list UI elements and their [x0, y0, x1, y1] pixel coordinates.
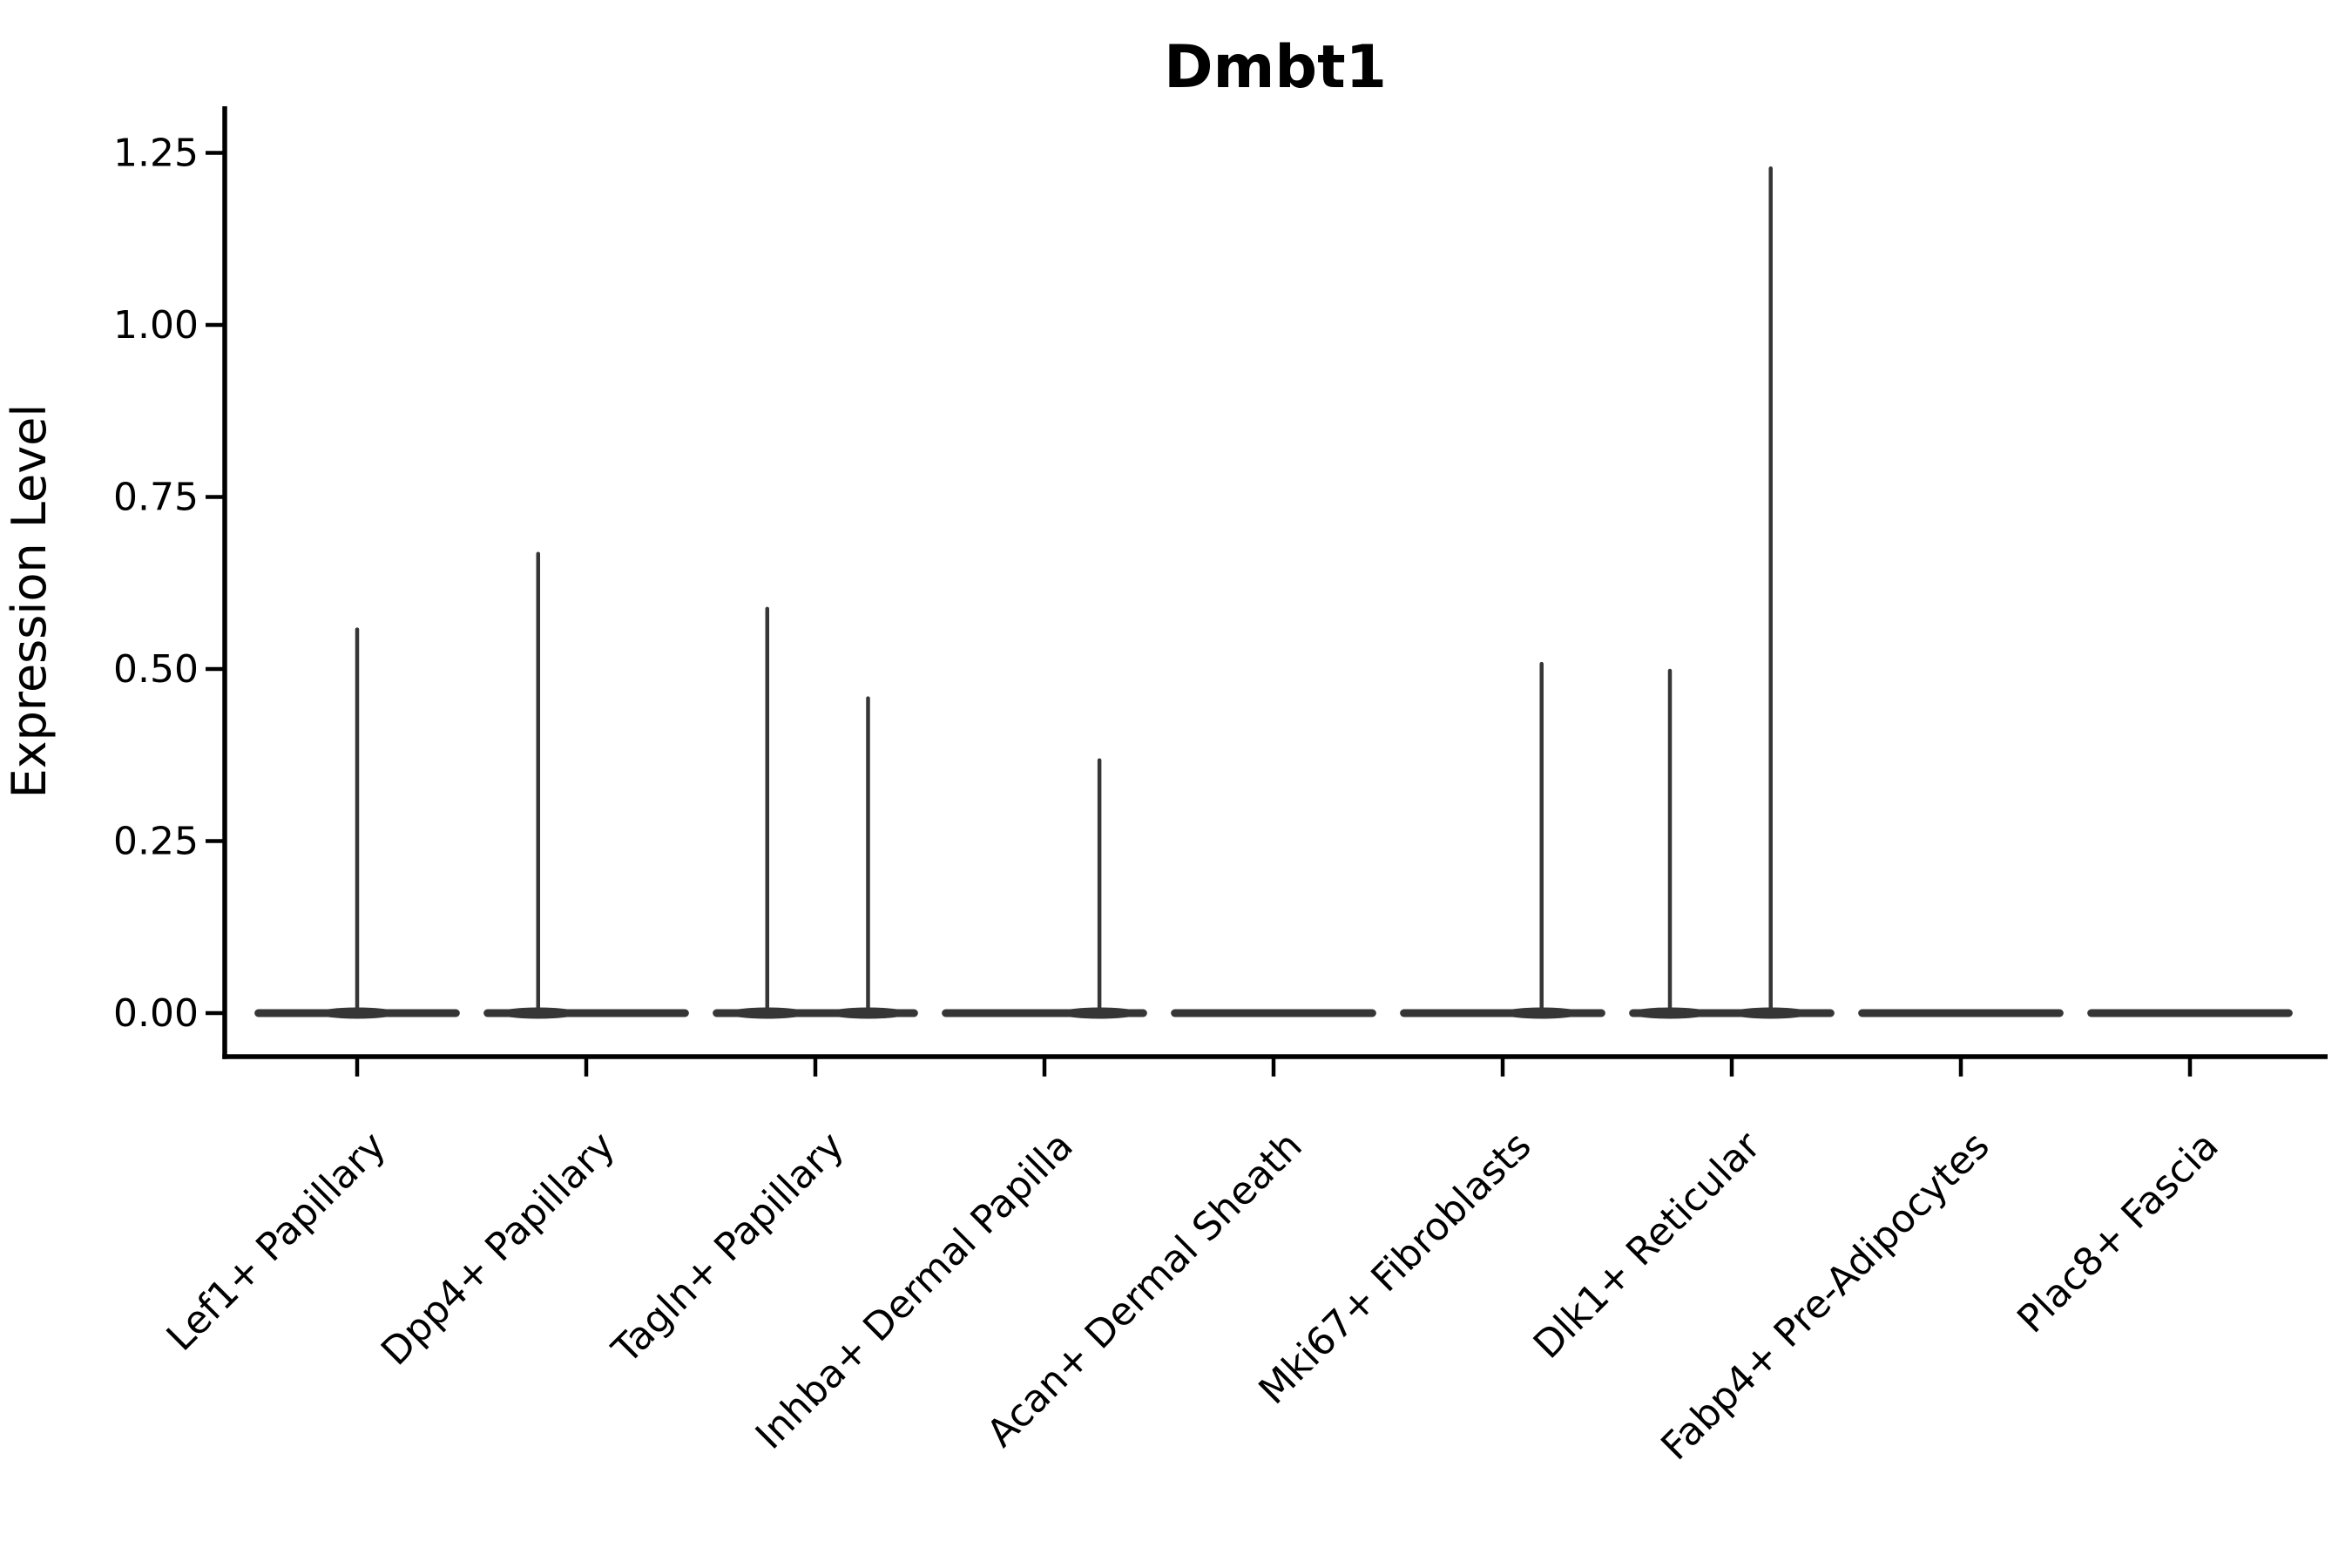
x-tick-label: Plac8+ Fascia	[2009, 1124, 2227, 1342]
x-tick-label: Tagln+ Papillary	[604, 1124, 853, 1373]
y-tick-label: 1.00	[113, 303, 199, 348]
y-axis-label: Expression Level	[2, 404, 57, 799]
violin	[1629, 166, 1835, 1019]
y-tick-label: 0.25	[113, 820, 199, 864]
violin	[483, 551, 689, 1019]
y-tick-label: 0.50	[113, 647, 199, 692]
violin	[713, 606, 918, 1019]
violins	[254, 166, 2293, 1019]
violin	[942, 758, 1147, 1019]
violin	[254, 627, 460, 1019]
y-tick-label: 1.25	[113, 132, 199, 176]
violin	[1400, 661, 1605, 1019]
chart-title: Dmbt1	[1164, 33, 1387, 102]
x-tick-label: Dpp4+ Papillary	[373, 1124, 624, 1375]
x-tick-label: Dlk1+ Reticular	[1525, 1123, 1770, 1368]
y-tick-label: 0.00	[113, 991, 199, 1036]
x-tick-label: Lef1+ Papillary	[159, 1124, 395, 1360]
y-tick-label: 0.75	[113, 476, 199, 520]
